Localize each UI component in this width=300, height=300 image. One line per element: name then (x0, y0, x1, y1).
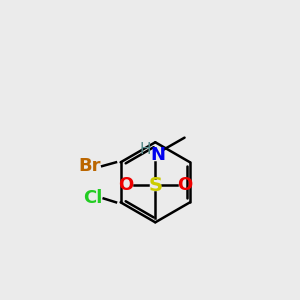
Text: N: N (150, 146, 165, 164)
Text: Br: Br (79, 157, 101, 175)
Text: Cl: Cl (83, 190, 103, 208)
Text: S: S (148, 176, 162, 195)
Text: O: O (118, 176, 134, 194)
Text: H: H (140, 142, 151, 158)
Text: O: O (177, 176, 192, 194)
